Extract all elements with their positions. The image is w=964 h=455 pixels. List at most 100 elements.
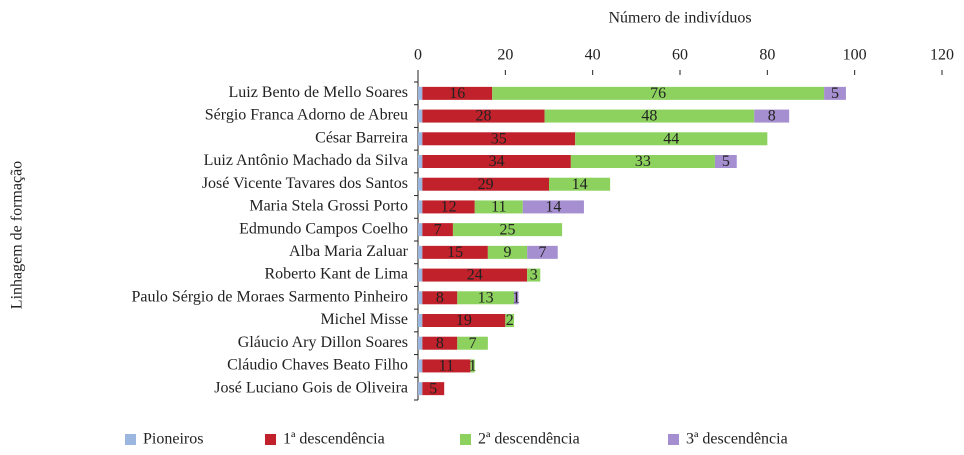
legend-label: Pioneiros: [143, 431, 203, 448]
value-label: 5: [722, 153, 730, 170]
y-axis-title: Linhagem de formação: [9, 161, 26, 309]
bar-segment: [418, 268, 423, 282]
value-label: 5: [831, 85, 839, 102]
bar-segment: [492, 86, 825, 100]
bar-segment: [422, 382, 445, 396]
value-label: 76: [650, 85, 666, 102]
value-label: 8: [436, 335, 444, 352]
value-label: 8: [436, 289, 444, 306]
bar-segment: [418, 132, 423, 146]
legend-swatch: [265, 434, 276, 445]
bar-segment: [575, 132, 768, 146]
bar-segment: [452, 223, 563, 237]
bar-segment: [514, 291, 519, 305]
value-label: 7: [434, 221, 442, 238]
bar-segment: [457, 336, 488, 350]
bar-segment: [418, 245, 423, 259]
bar-segment: [422, 177, 549, 191]
bar-segment: [754, 109, 790, 123]
value-label: 19: [456, 312, 472, 329]
value-label: 8: [768, 108, 776, 125]
value-label: 24: [467, 267, 483, 284]
bar-segment: [422, 245, 488, 259]
bar-segment: [418, 109, 423, 123]
value-label: 14: [572, 176, 588, 193]
bar-segment: [505, 314, 515, 327]
bar-segment: [824, 86, 846, 100]
y-tick-label: Edmundo Campos Coelho: [239, 220, 408, 237]
value-label: 1: [469, 358, 477, 375]
legend-swatch: [125, 434, 136, 445]
y-tick-label: José Luciano Gois de Oliveira: [214, 379, 408, 396]
y-tick-label: Roberto Kant de Lima: [264, 266, 408, 283]
value-label: 11: [491, 199, 506, 216]
y-tick-label: Gláucio Ary Dillon Soares: [238, 334, 408, 351]
x-tick-label: 20: [497, 47, 513, 64]
bar-segment: [422, 314, 506, 327]
legend-label: 2ª descendência: [478, 431, 580, 448]
legend-label: 1ª descendência: [283, 431, 385, 448]
value-label: 29: [478, 176, 494, 193]
bar-segment: [474, 200, 523, 214]
value-label: 44: [663, 130, 679, 147]
x-tick-label: 0: [414, 47, 422, 64]
legend-swatch: [668, 434, 679, 445]
bar-segment: [527, 245, 558, 259]
bar-segment: [418, 314, 423, 327]
x-tick-label: 100: [843, 47, 867, 64]
value-label: 13: [478, 289, 494, 306]
value-label: 5: [429, 380, 437, 397]
bar-segment: [422, 86, 493, 100]
y-tick-label: Sérgio Franca Adorno de Abreu: [205, 107, 408, 124]
bar-segment: [522, 200, 584, 214]
bar-segment: [418, 223, 423, 237]
bar-segment: [422, 336, 458, 350]
bar-segment: [570, 155, 715, 168]
bar-segment: [422, 359, 471, 373]
y-tick-label: César Barreira: [315, 129, 408, 146]
value-label: 7: [538, 244, 546, 261]
value-label: 2: [506, 312, 514, 329]
value-label: 48: [641, 108, 657, 125]
value-label: 34: [489, 153, 505, 170]
y-tick-label: José Vicente Tavares dos Santos: [202, 175, 408, 192]
value-label: 16: [449, 85, 465, 102]
value-label: 28: [476, 108, 492, 125]
value-label: 9: [504, 244, 512, 261]
value-label: 1: [512, 289, 520, 306]
bar-segment: [470, 359, 475, 373]
bar-segment: [418, 200, 423, 214]
bar-segment: [422, 132, 576, 146]
bar-segment: [714, 155, 737, 168]
value-label: 33: [635, 153, 651, 170]
y-tick-label: Cláudio Chaves Beato Filho: [227, 357, 408, 374]
bar-segment: [422, 200, 475, 214]
value-label: 14: [545, 199, 561, 216]
bar-segment: [422, 155, 571, 168]
bar-segment: [487, 245, 528, 259]
value-label: 11: [439, 358, 454, 375]
value-label: 12: [441, 199, 457, 216]
bar-segment: [457, 291, 515, 305]
x-tick-label: 60: [672, 47, 688, 64]
value-label: 15: [447, 244, 463, 261]
bar-segment: [422, 223, 453, 237]
legend-label: 3ª descendência: [686, 431, 788, 448]
bar-segment: [418, 336, 423, 350]
bar-segment: [422, 291, 458, 305]
value-label: 35: [491, 130, 507, 147]
y-tick-label: Luiz Antônio Machado da Silva: [204, 152, 408, 169]
y-tick-label: Maria Stela Grossi Porto: [249, 198, 408, 215]
y-tick-label: Luiz Bento de Mello Soares: [228, 84, 408, 101]
value-label: 3: [530, 267, 538, 284]
y-tick-label: Alba Maria Zaluar: [289, 243, 409, 260]
bar-segment: [422, 109, 545, 123]
value-label: 25: [500, 221, 516, 238]
legend-swatch: [460, 434, 471, 445]
bar-segment: [418, 155, 423, 168]
bar-segment: [418, 177, 423, 191]
x-tick-label: 40: [585, 47, 601, 64]
bar-segment: [418, 382, 423, 396]
y-tick-label: Michel Misse: [320, 311, 408, 328]
